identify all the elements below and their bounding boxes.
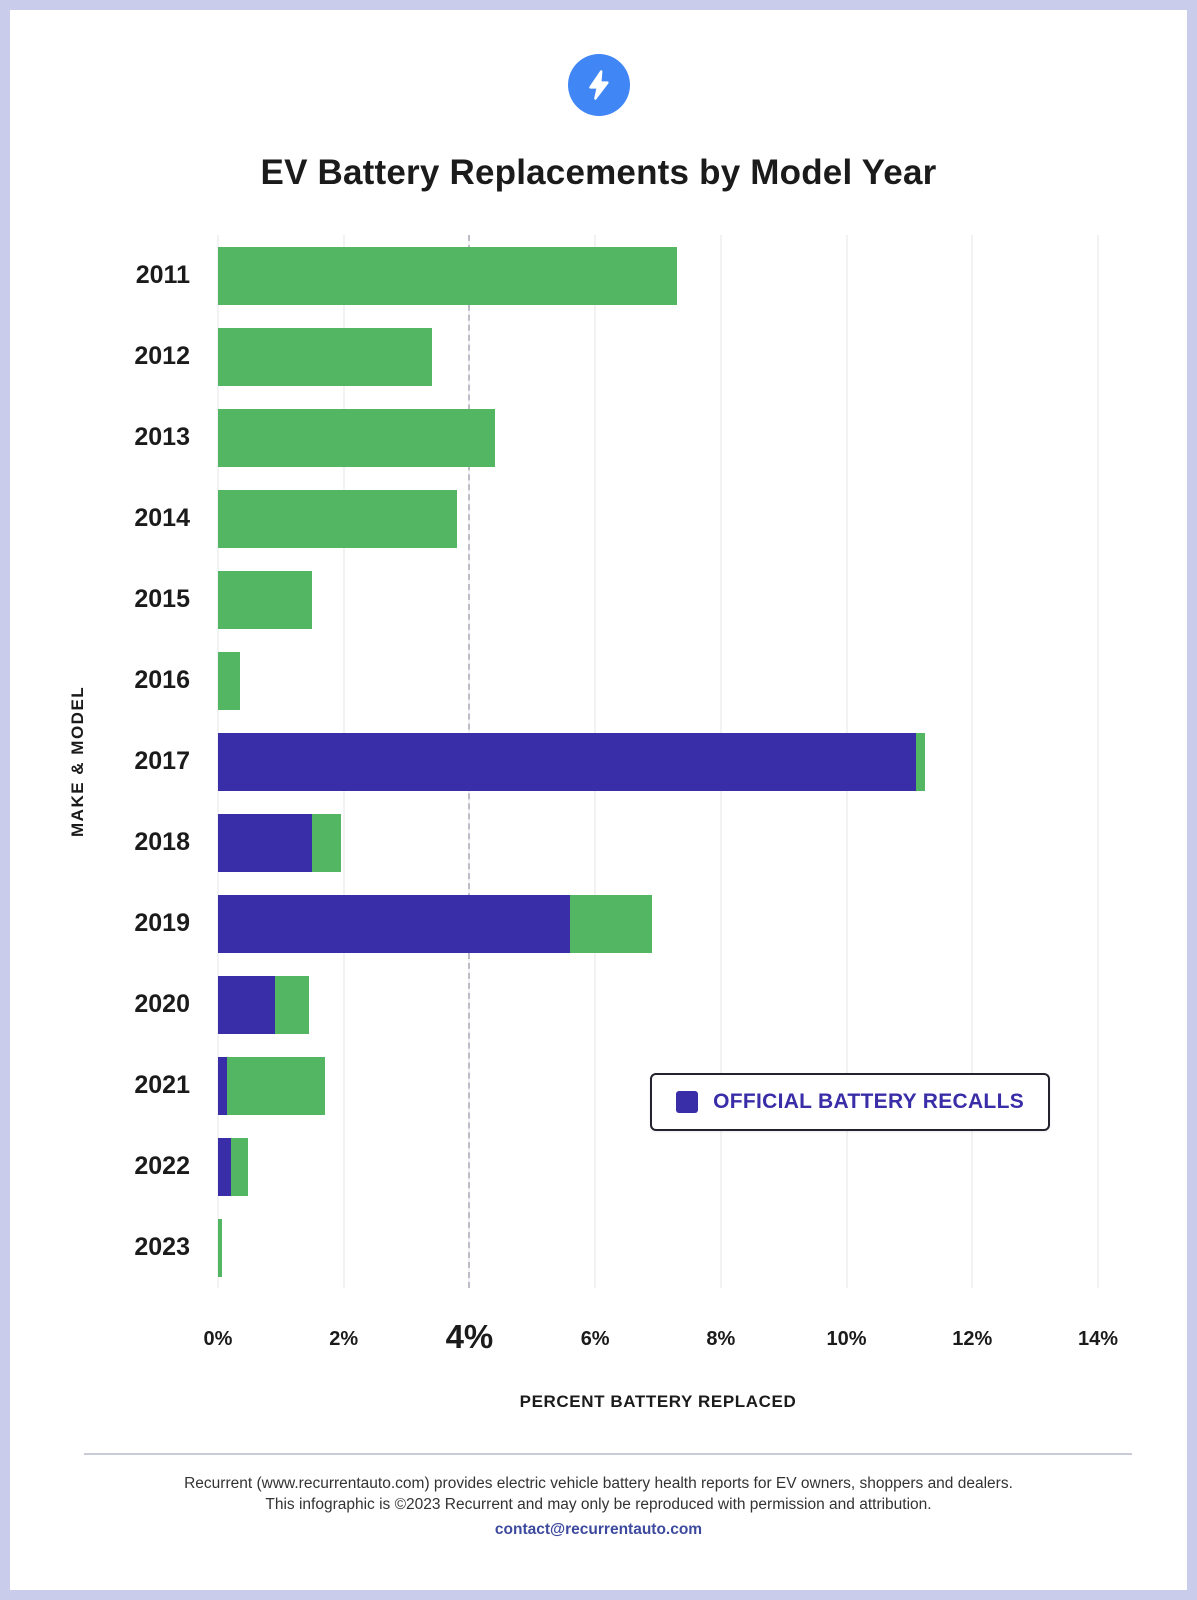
recall-segment [218,894,570,953]
replacement-segment [218,570,313,629]
x-tick-label: 0% [203,1328,233,1350]
replacement-segment [570,894,652,953]
year-label: 2015 [134,585,190,613]
chart-row: 2016 [134,640,1098,721]
chart-row: 2018 [134,802,1098,883]
bar-2020 [218,975,1098,1034]
x-tick-label: 12% [952,1328,993,1350]
footer-line-1: Recurrent (www.recurrentauto.com) provid… [184,1475,1013,1492]
replacement-segment [230,1137,248,1196]
chart-row: 2023 [134,1207,1098,1288]
legend-label: OFFICIAL BATTERY RECALLS [713,1090,1024,1113]
legend-swatch [676,1091,699,1113]
year-label: 2012 [134,342,190,370]
replacement-segment [218,408,495,467]
x-tick-label: 2% [329,1328,359,1350]
legend: OFFICIAL BATTERY RECALLS [650,1073,1050,1131]
bar-2016 [218,651,1098,710]
replacement-segment [915,732,926,791]
bar-2013 [218,408,1098,467]
recall-segment [218,1137,231,1196]
x-ticks: 0% 2% 4% 6% 8% 10% 12% 14% [204,1318,1118,1368]
bar-2012 [218,327,1098,386]
year-label: 2023 [134,1233,190,1261]
year-label: 2021 [134,1071,190,1099]
x-tick-label: 4% [445,1318,494,1355]
replacement-segment [218,246,677,305]
replacement-segment [218,651,240,710]
infographic-page: EV Battery Replacements by Model Year MA… [10,10,1187,1590]
chart-row: 2011 [136,235,1098,316]
replacement-segment [312,813,341,872]
replacement-segment [218,1218,223,1277]
x-axis-label: PERCENT BATTERY REPLACED [519,1392,797,1411]
bar-2023 [218,1218,1098,1277]
year-label: 2022 [134,1152,190,1180]
gridline [971,235,973,1288]
year-label: 2020 [134,990,190,1018]
lightning-bolt-icon [588,70,609,100]
recall-segment [218,975,275,1034]
replacement-segment [227,1056,325,1115]
bar-2014 [218,489,1098,548]
bar-2018 [218,813,1098,872]
footer-divider [84,1453,1132,1455]
logo [567,54,630,116]
bar-2022 [218,1137,1098,1196]
x-tick-label: 10% [826,1328,867,1350]
bar-2021 [218,1056,1098,1115]
recall-segment [218,813,313,872]
footer-line-2: This infographic is ©2023 Recurrent and … [265,1495,932,1513]
year-label: 2014 [134,504,190,532]
bar-2011 [218,246,1098,305]
bar-2015 [218,570,1098,629]
chart-row: 2022 [134,1126,1098,1207]
page-title: EV Battery Replacements by Model Year [260,153,937,192]
chart-row: 2021 [134,1045,1098,1126]
year-label: 2018 [134,828,190,856]
chart-plot: 2011 2012 2013 2014 2015 2016 2017 2018 2019 2020… [134,235,1099,1288]
year-label: 2013 [134,423,190,451]
bar-2019 [218,894,1098,953]
contact: contact@recurrentauto.com [10,1521,1187,1539]
contact-email-link[interactable]: contact@recurrentauto.com [494,1521,703,1538]
chart-row: 2015 [134,559,1098,640]
recall-segment [218,1056,228,1115]
year-label: 2019 [134,909,190,937]
chart-row: 2017 [134,721,1098,802]
replacement-segment [218,489,457,548]
replacement-segment [274,975,310,1034]
replacement-segment [218,327,432,386]
gridline [1097,235,1099,1288]
y-axis-label: MAKE & MODEL [68,685,87,838]
x-tick-label: 8% [706,1328,736,1350]
year-label: 2011 [135,261,190,289]
chart-row: 2019 [134,883,1098,964]
recall-segment [218,732,916,791]
chart-row: 2020 [134,964,1098,1045]
year-label: 2017 [134,747,190,775]
year-label: 2016 [134,666,190,694]
chart-row: 2013 [134,397,1098,478]
footer-text: Recurrent (www.recurrentauto.com) provid… [10,1474,1187,1516]
x-tick-label: 14% [1077,1328,1119,1350]
bar-2017 [218,732,1098,791]
chart-row: 2012 [134,316,1098,397]
x-tick-label: 6% [580,1328,610,1350]
chart-rows: 2011 2012 2013 2014 2015 2016 2017 2018 2019 2020… [134,235,1098,1288]
chart-row: 2014 [134,478,1098,559]
